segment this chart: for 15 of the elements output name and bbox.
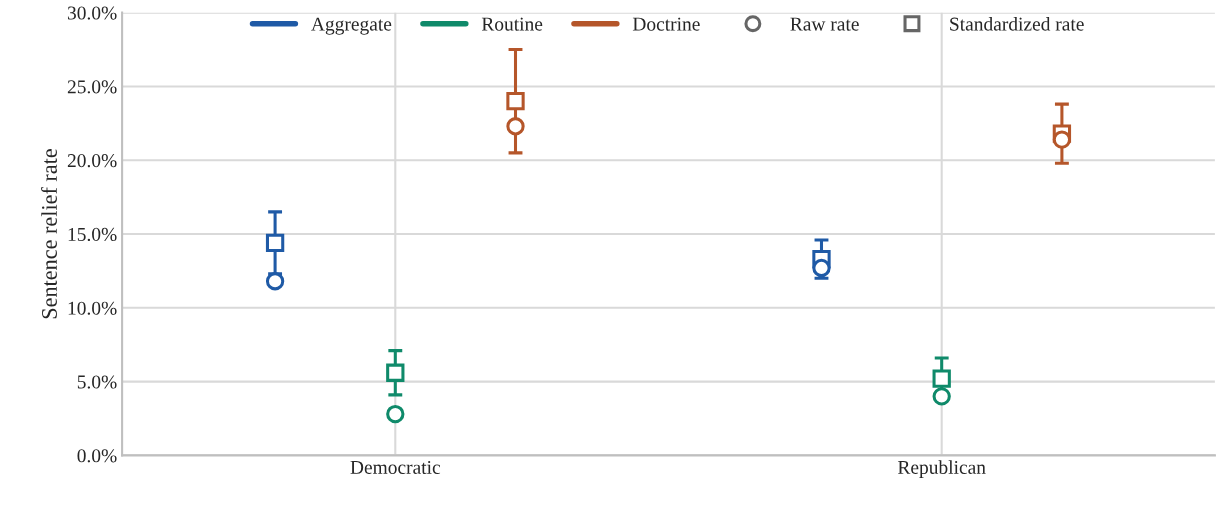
y-axis-title: Sentence relief rate <box>41 149 57 319</box>
y-tick-label: 10.0% <box>68 301 117 315</box>
y-tick-label: 25.0% <box>67 80 117 94</box>
y-tick-label: 20.0% <box>67 154 117 168</box>
x-tick-label: Republican <box>897 460 986 478</box>
legend-label: Doctrine <box>632 17 700 31</box>
y-tick-label: 15.0% <box>68 227 117 242</box>
legend-label: Routine <box>481 17 543 31</box>
x-tick-label: Democratic <box>350 460 441 474</box>
y-tick-label: 5.0% <box>77 375 117 389</box>
legend-label: Standardized rate <box>950 16 1084 31</box>
legend-label: Raw rate <box>790 17 859 31</box>
y-tick-label: 30.0% <box>67 6 117 20</box>
legend-label: Aggregate <box>311 17 392 35</box>
y-tick-label: 0.0% <box>77 449 117 463</box>
